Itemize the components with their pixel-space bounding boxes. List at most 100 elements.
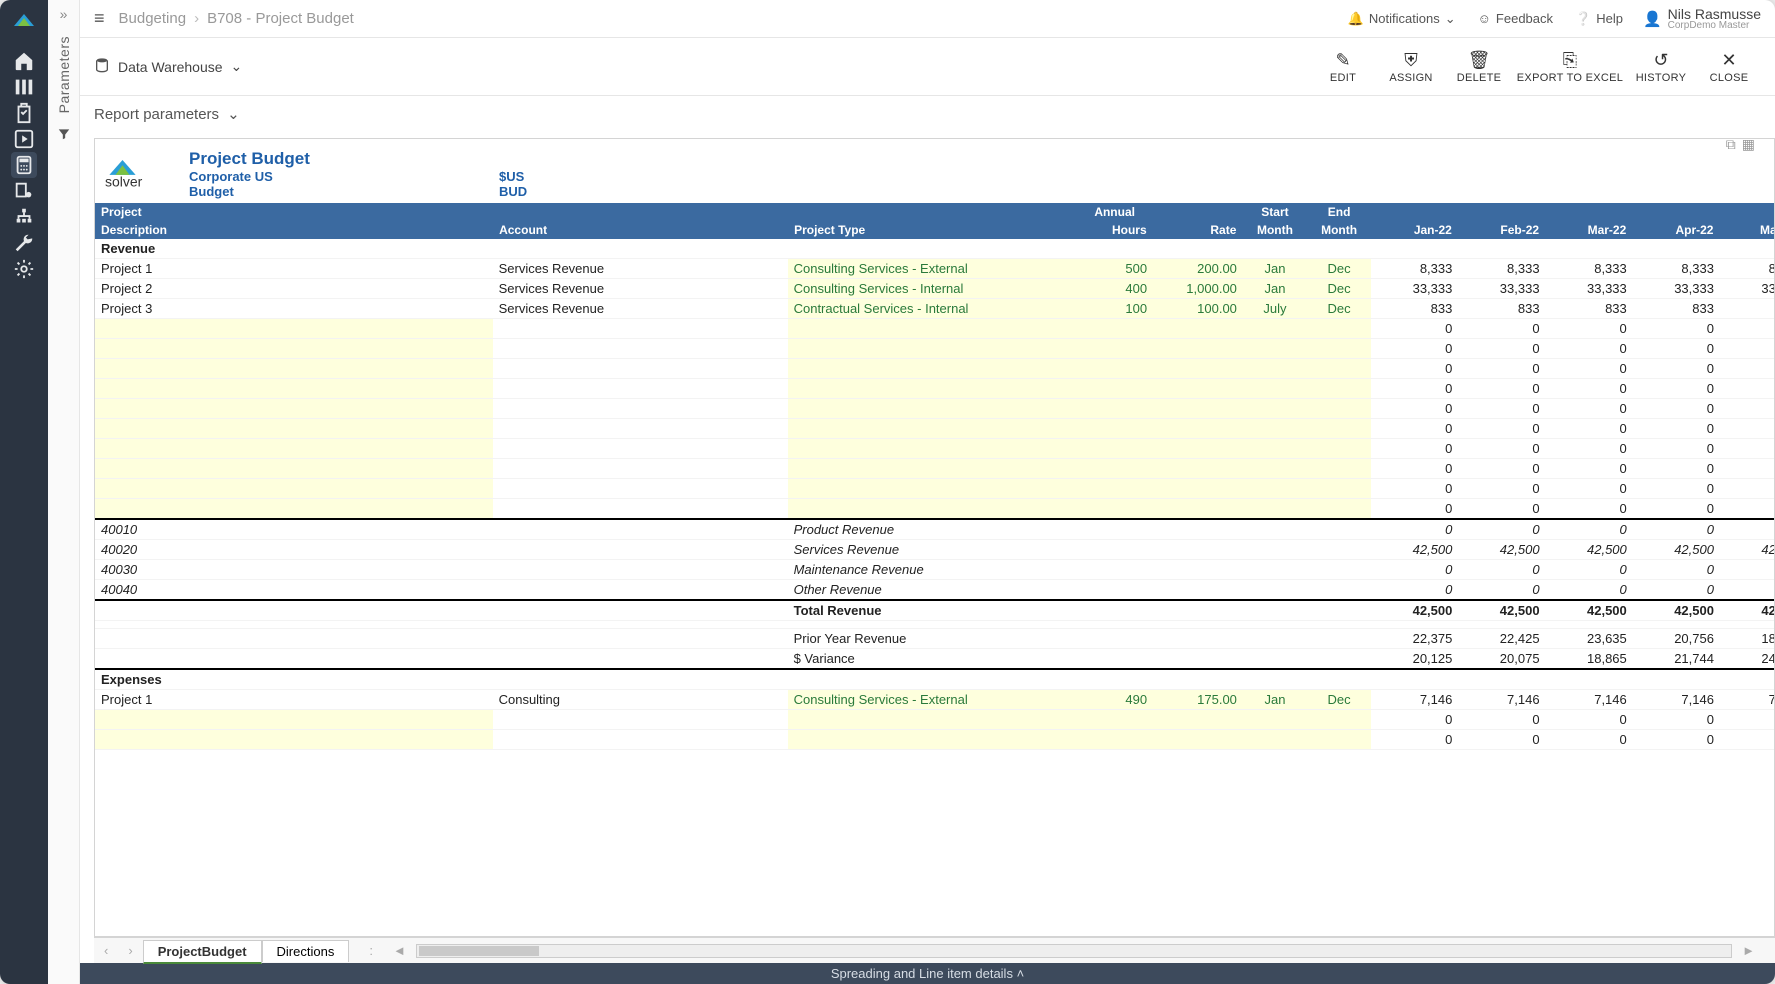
hamburger-icon[interactable]: ≡ xyxy=(94,8,105,29)
cell[interactable]: 0 xyxy=(1458,439,1545,459)
cell[interactable]: 42,500 xyxy=(1720,540,1775,560)
cell[interactable]: 23,635 xyxy=(1546,629,1633,649)
cell[interactable]: 0 xyxy=(1633,319,1720,339)
cell-editable[interactable] xyxy=(1307,379,1371,399)
cell-editable[interactable] xyxy=(95,319,493,339)
report-parameters-toggle[interactable]: Report parameters ⌄ xyxy=(80,96,1775,132)
cell[interactable]: 0 xyxy=(1720,339,1775,359)
cell-editable[interactable] xyxy=(1307,339,1371,359)
cell-editable[interactable] xyxy=(1153,499,1243,520)
cell-editable[interactable] xyxy=(1153,379,1243,399)
cell-editable[interactable] xyxy=(95,499,493,520)
cell-editable[interactable]: Jan xyxy=(1243,690,1307,710)
tab-nav-prev[interactable]: ‹ xyxy=(94,943,118,958)
cell[interactable]: 33,333 xyxy=(1720,279,1775,299)
cell[interactable]: 0 xyxy=(1458,710,1545,730)
edit-button[interactable]: ✎EDIT xyxy=(1311,50,1375,84)
cell[interactable]: 0 xyxy=(1720,710,1775,730)
cell[interactable]: 0 xyxy=(1458,519,1545,540)
cell-editable[interactable] xyxy=(95,479,493,499)
cell[interactable]: 42,500 xyxy=(1633,540,1720,560)
cell[interactable]: 0 xyxy=(1458,319,1545,339)
cell[interactable]: 0 xyxy=(1458,479,1545,499)
cell-editable[interactable] xyxy=(1153,479,1243,499)
cell-editable[interactable]: 175.00 xyxy=(1153,690,1243,710)
cell[interactable]: 0 xyxy=(1371,439,1458,459)
cell[interactable]: 0 xyxy=(1633,439,1720,459)
cell[interactable]: 0 xyxy=(1546,319,1633,339)
cell-editable[interactable] xyxy=(1076,319,1153,339)
cell-editable[interactable] xyxy=(1307,710,1371,730)
cell-editable[interactable] xyxy=(788,730,1077,750)
cell[interactable]: 0 xyxy=(1371,339,1458,359)
assign-button[interactable]: ⛨ASSIGN xyxy=(1379,50,1443,84)
cell[interactable]: 20,075 xyxy=(1458,649,1545,670)
cell[interactable]: 0 xyxy=(1720,519,1775,540)
cell-editable[interactable] xyxy=(1243,710,1307,730)
cell[interactable]: 0 xyxy=(1371,560,1458,580)
cell[interactable]: 18,048 xyxy=(1720,629,1775,649)
cell-editable[interactable]: 400 xyxy=(1076,279,1153,299)
cell-editable[interactable]: 100.00 xyxy=(1153,299,1243,319)
cell-editable[interactable]: July xyxy=(1243,299,1307,319)
cell-editable[interactable] xyxy=(1307,479,1371,499)
nav-home-icon[interactable] xyxy=(11,48,37,74)
cell[interactable]: 0 xyxy=(1458,359,1545,379)
cell[interactable]: 0 xyxy=(1633,730,1720,750)
cell[interactable]: 0 xyxy=(1546,399,1633,419)
cell-editable[interactable] xyxy=(1243,499,1307,520)
cell[interactable]: 33,333 xyxy=(1546,279,1633,299)
cell-editable[interactable] xyxy=(788,379,1077,399)
cell-editable[interactable] xyxy=(95,730,493,750)
cell-editable[interactable] xyxy=(788,499,1077,520)
cell-editable[interactable] xyxy=(788,459,1077,479)
cell[interactable]: 0 xyxy=(1546,580,1633,601)
cell[interactable]: 0 xyxy=(1546,479,1633,499)
history-button[interactable]: ↺HISTORY xyxy=(1629,50,1693,84)
cell-editable[interactable] xyxy=(788,339,1077,359)
cell[interactable]: 0 xyxy=(1633,379,1720,399)
cell[interactable]: 0 xyxy=(1633,580,1720,601)
cell-editable[interactable] xyxy=(1076,439,1153,459)
cell[interactable]: 0 xyxy=(1546,339,1633,359)
cell[interactable]: 42,500 xyxy=(1720,600,1775,621)
cell[interactable]: 0 xyxy=(1458,419,1545,439)
cell[interactable]: 42,500 xyxy=(1371,600,1458,621)
cell[interactable]: 0 xyxy=(1633,419,1720,439)
cell[interactable]: 42,500 xyxy=(1458,540,1545,560)
cell[interactable]: 0 xyxy=(1458,459,1545,479)
cell-editable[interactable] xyxy=(95,710,493,730)
nav-users-icon[interactable] xyxy=(11,178,37,204)
horizontal-scrollbar[interactable]: : ◄ ► xyxy=(359,943,1765,958)
cell[interactable]: 8,333 xyxy=(1633,259,1720,279)
cell[interactable]: 20,756 xyxy=(1633,629,1720,649)
cell[interactable]: 0 xyxy=(1633,710,1720,730)
cell[interactable]: 18,865 xyxy=(1546,649,1633,670)
cell-editable[interactable] xyxy=(1153,319,1243,339)
cell[interactable]: 0 xyxy=(1720,459,1775,479)
cell-editable[interactable] xyxy=(1307,359,1371,379)
cell[interactable]: Services Revenue xyxy=(493,279,788,299)
cell[interactable]: 0 xyxy=(1546,499,1633,520)
cell[interactable]: 833 xyxy=(1720,299,1775,319)
cell-editable[interactable] xyxy=(95,379,493,399)
cell-editable[interactable]: Contractual Services - Internal xyxy=(788,299,1077,319)
cell[interactable]: 833 xyxy=(1458,299,1545,319)
nav-org-icon[interactable] xyxy=(11,204,37,230)
cell-editable[interactable] xyxy=(1243,319,1307,339)
cell[interactable]: 0 xyxy=(1458,399,1545,419)
cell[interactable]: 8,333 xyxy=(1546,259,1633,279)
cell-editable[interactable] xyxy=(1076,479,1153,499)
cell-editable[interactable] xyxy=(1307,499,1371,520)
cell[interactable]: 0 xyxy=(1371,580,1458,601)
cell-editable[interactable] xyxy=(1153,710,1243,730)
cell[interactable]: 0 xyxy=(1371,730,1458,750)
cell-editable[interactable] xyxy=(1307,730,1371,750)
cell-editable[interactable] xyxy=(95,439,493,459)
cell-editable[interactable] xyxy=(1076,459,1153,479)
cell-editable[interactable] xyxy=(1243,339,1307,359)
filter-icon[interactable] xyxy=(57,127,71,144)
cell[interactable]: 0 xyxy=(1371,499,1458,520)
cell[interactable]: 20,125 xyxy=(1371,649,1458,670)
cell-editable[interactable] xyxy=(95,339,493,359)
